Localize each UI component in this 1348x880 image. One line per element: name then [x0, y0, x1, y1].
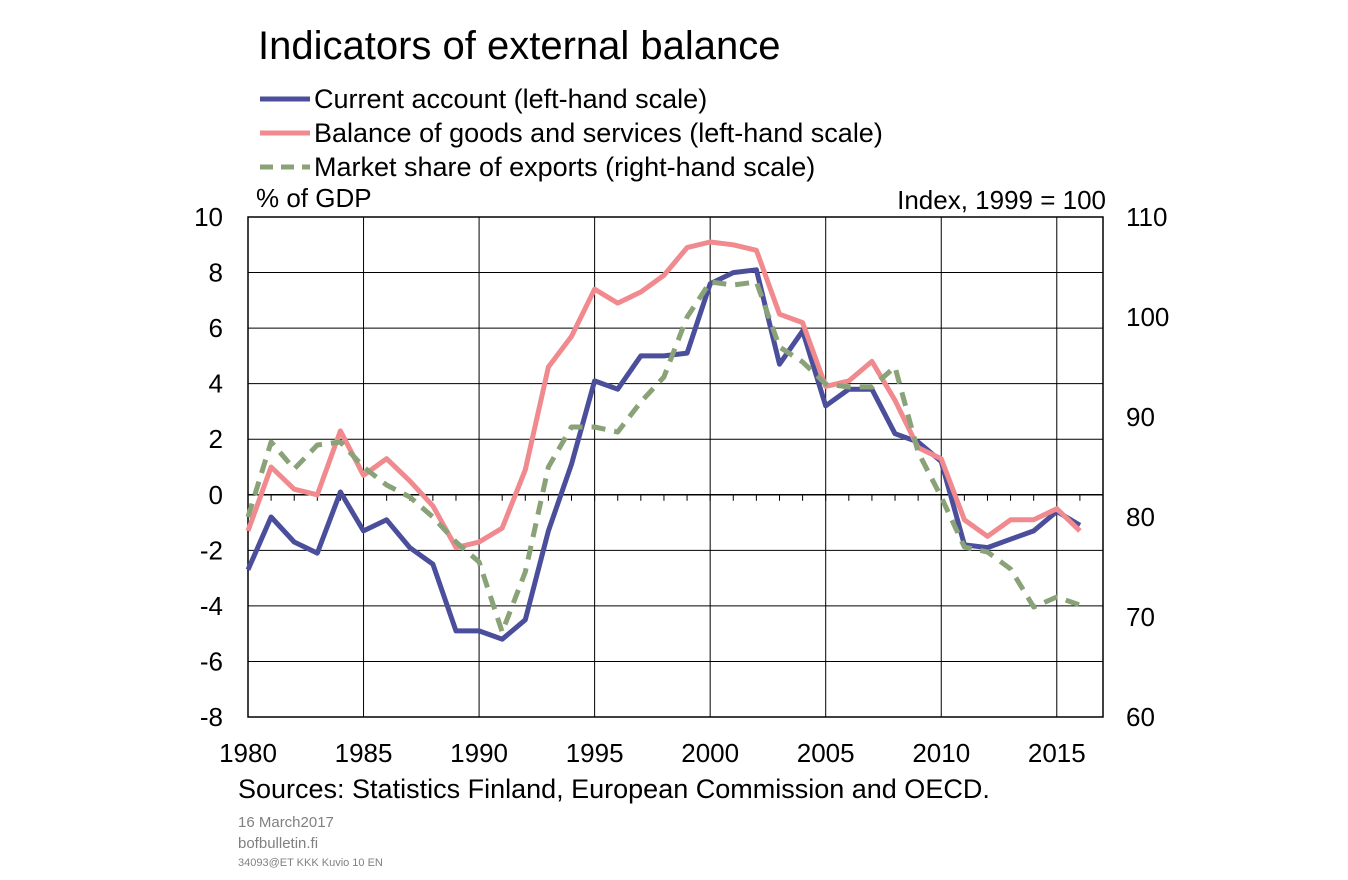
left-axis-tick-label: 4: [209, 369, 223, 399]
plot-frame: [247, 216, 1104, 718]
legend-label-goods-services: Balance of goods and services (left-hand…: [314, 118, 883, 148]
x-axis-tick-label: 2015: [1028, 738, 1086, 768]
right-axis-tick-label: 80: [1126, 502, 1155, 532]
x-axis-tick-label: 2000: [681, 738, 739, 768]
left-axis-tick-label: 0: [209, 480, 223, 510]
left-axis-tick-label: -6: [200, 646, 223, 676]
legend-swatch-goods-services: [260, 130, 310, 136]
right-axis-tick-label: 70: [1126, 602, 1155, 632]
x-axis-tick-label: 1980: [219, 738, 277, 768]
left-axis-tick-label: 10: [194, 202, 223, 232]
left-axis-tick-label: 6: [209, 313, 223, 343]
sources-note: Sources: Statistics Finland, European Co…: [238, 774, 990, 804]
right-axis-tick-label: 100: [1126, 302, 1169, 332]
series-line-export-market-share: [245, 279, 1081, 635]
website: bofbulletin.fi: [238, 835, 319, 852]
legend-swatch-market-share: [260, 164, 310, 170]
right-axis-unit: Index, 1999 = 100: [897, 185, 1106, 215]
x-axis-tick-label: 1990: [450, 738, 508, 768]
legend-swatch-current-account: [260, 96, 310, 102]
left-axis-tick-label: -8: [200, 702, 223, 732]
left-axis-tick-label: 2: [209, 424, 223, 454]
publication-date: 16 March2017: [238, 814, 334, 831]
x-axis-tick-label: 1985: [335, 738, 393, 768]
x-axis-tick-label: 2010: [912, 738, 970, 768]
chart-code: 34093@ET KKK Kuvio 10 EN: [238, 857, 383, 869]
right-axis-tick-label: 60: [1126, 702, 1155, 732]
right-axis-tick-label: 90: [1126, 402, 1155, 432]
left-axis-unit: % of GDP: [256, 183, 372, 213]
series-line-current-account: [245, 267, 1082, 642]
x-axis-tick-label: 1995: [566, 738, 624, 768]
chart-title: Indicators of external balance: [258, 24, 781, 68]
left-axis-tick-label: -4: [200, 591, 223, 621]
right-axis-tick-label: 110: [1126, 202, 1167, 232]
left-axis-tick-label: -2: [200, 535, 223, 565]
legend-label-current-account: Current account (left-hand scale): [314, 84, 708, 114]
series-line-goods-services-balance: [245, 239, 1082, 551]
x-axis-tick-label: 2005: [797, 738, 855, 768]
left-axis-tick-label: 8: [209, 258, 223, 288]
legend-label-market-share: Market share of exports (right-hand scal…: [314, 152, 816, 182]
